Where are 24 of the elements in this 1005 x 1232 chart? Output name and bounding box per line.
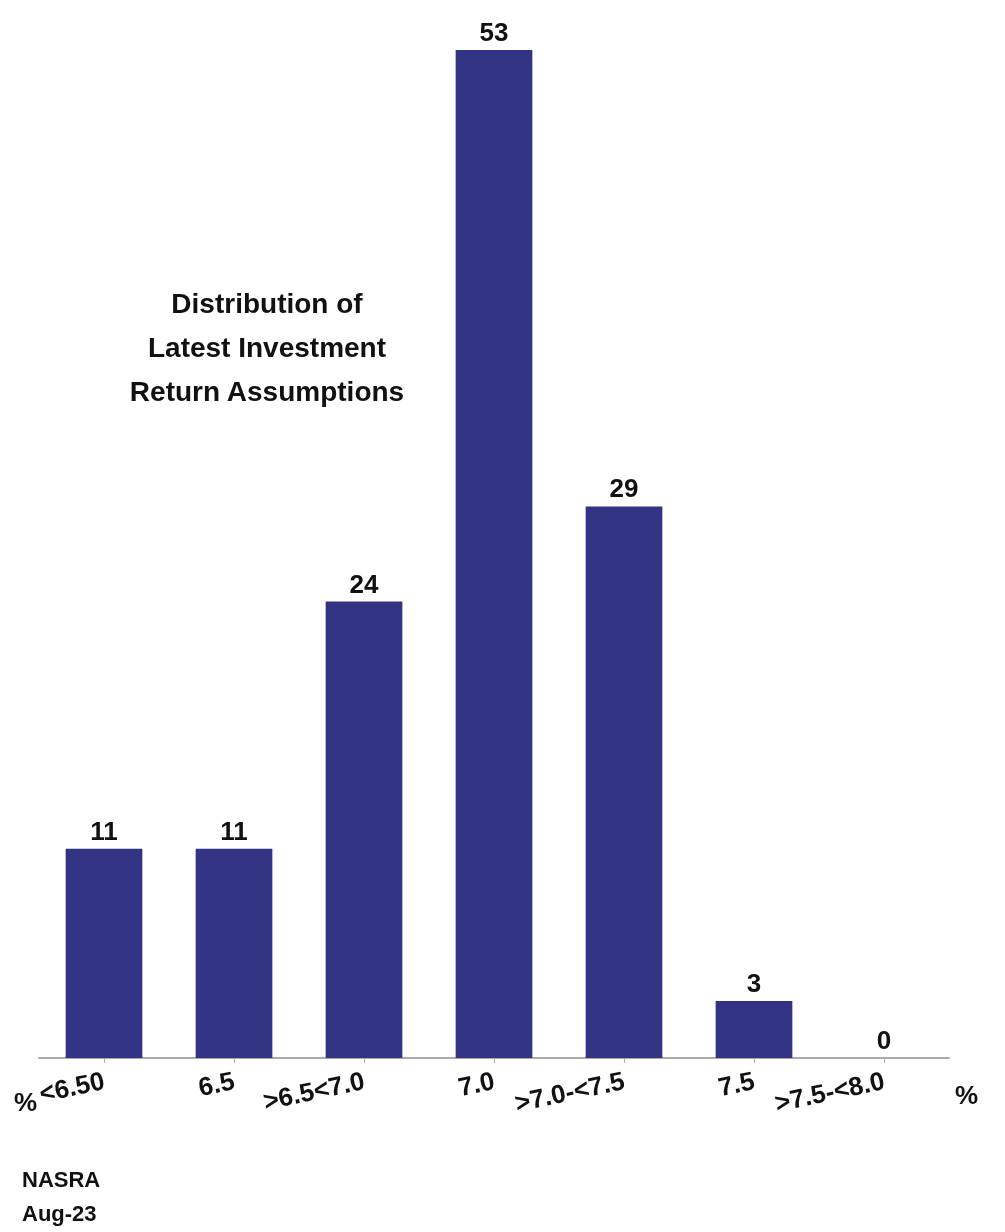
text: % — [14, 1087, 38, 1117]
x-tick-label: >7.5-<8.0 — [772, 1065, 888, 1118]
text: Distribution of Latest Investment Return Assumptions — [129, 287, 405, 407]
data-label: 3 — [746, 967, 762, 998]
bar — [65, 848, 143, 1058]
bar — [195, 848, 273, 1058]
x-tick-label: 7.5 — [715, 1065, 758, 1103]
data-label: 24 — [349, 568, 379, 599]
x-tick-label: >7.0-<7.5 — [512, 1065, 628, 1118]
text: NASRA Aug-23 — [22, 1166, 101, 1226]
bar — [585, 506, 663, 1058]
bar — [455, 50, 533, 1058]
x-tick-label: >6.5<7.0 — [260, 1065, 368, 1117]
x-tick-label: <6.50 — [36, 1065, 108, 1109]
data-label: 29 — [609, 473, 639, 504]
bar — [325, 601, 403, 1058]
x-tick-label: 7.0 — [455, 1065, 498, 1103]
bar — [715, 1000, 793, 1058]
x-tick-label: 6.5 — [195, 1065, 238, 1103]
data-label: 0 — [876, 1025, 892, 1055]
data-label: 53 — [479, 17, 509, 47]
data-label: 11 — [90, 815, 118, 846]
data-label: 11 — [220, 815, 248, 846]
text: % — [955, 1080, 979, 1110]
